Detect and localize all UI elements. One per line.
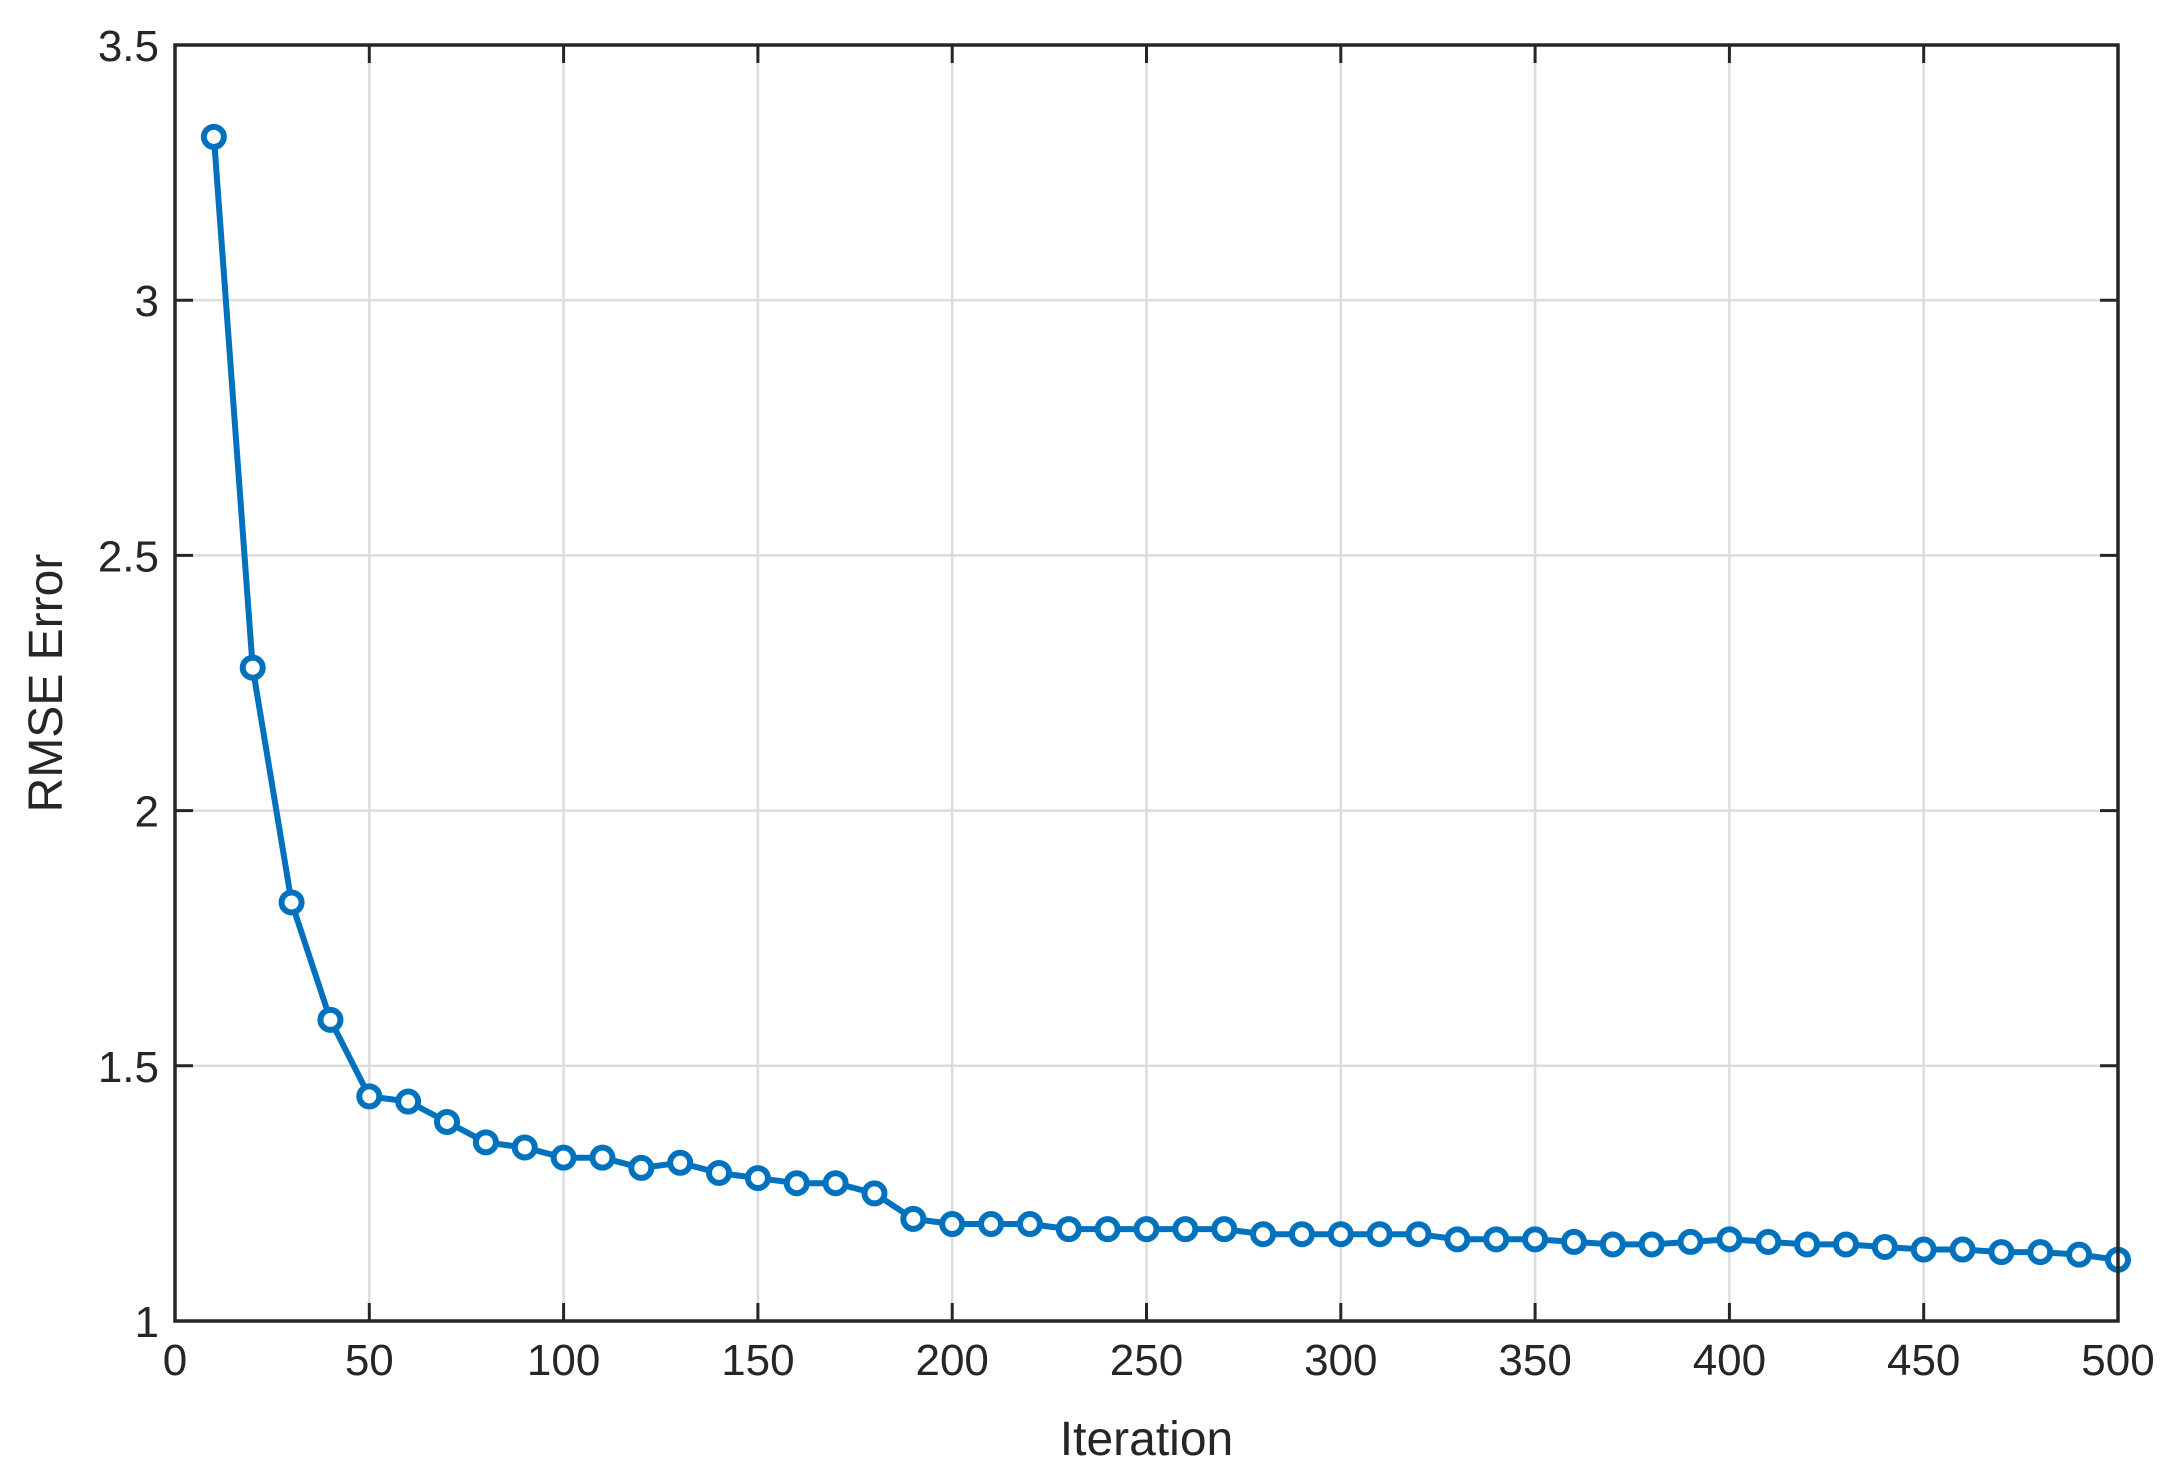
data-point — [667, 1149, 694, 1176]
data-point — [1172, 1216, 1199, 1243]
data-point — [978, 1211, 1005, 1238]
data-point — [783, 1170, 810, 1197]
data-point — [1094, 1216, 1121, 1243]
data-point — [900, 1205, 927, 1232]
data-point — [1677, 1228, 1704, 1255]
data-point — [1794, 1231, 1821, 1258]
y-tick-label: 2 — [135, 788, 159, 837]
data-point — [511, 1134, 538, 1161]
y-axis-label: RMSE Error — [20, 554, 73, 813]
grid-lines — [175, 45, 2118, 1321]
y-tick-label: 3.5 — [98, 22, 159, 71]
x-tick-label: 200 — [915, 1336, 988, 1385]
x-tick-label: 150 — [721, 1336, 794, 1385]
data-point — [1016, 1211, 1043, 1238]
data-point — [1560, 1228, 1587, 1255]
data-point — [1288, 1221, 1315, 1248]
data-point — [395, 1088, 422, 1115]
y-tick-label: 2.5 — [98, 532, 159, 581]
x-tick-label: 400 — [1693, 1336, 1766, 1385]
x-tick-label: 0 — [163, 1336, 187, 1385]
axes-frame — [173, 43, 2120, 1323]
data-point — [472, 1129, 499, 1156]
data-point — [1988, 1239, 2015, 1266]
data-point — [939, 1211, 966, 1238]
x-tick-label: 450 — [1887, 1336, 1960, 1385]
data-point — [628, 1154, 655, 1181]
data-point — [1871, 1233, 1898, 1260]
y-tick-label: 3 — [135, 277, 159, 326]
data-point — [706, 1159, 733, 1186]
data-point — [2066, 1241, 2093, 1268]
data-point — [1599, 1231, 1626, 1258]
y-tick-label: 1.5 — [98, 1043, 159, 1092]
x-tick-label: 50 — [345, 1336, 394, 1385]
data-point — [1133, 1216, 1160, 1243]
y-tick-label: 1 — [135, 1298, 159, 1347]
data-point — [1638, 1231, 1665, 1258]
data-point — [1366, 1221, 1393, 1248]
data-point — [744, 1165, 771, 1192]
data-point — [589, 1144, 616, 1171]
data-point — [1949, 1236, 1976, 1263]
data-point — [1483, 1226, 1510, 1253]
data-point — [1211, 1216, 1238, 1243]
data-point — [1755, 1228, 1782, 1255]
data-point — [822, 1170, 849, 1197]
data-point — [861, 1180, 888, 1207]
data-point — [2027, 1239, 2054, 1266]
data-point — [239, 654, 266, 681]
data-point — [1250, 1221, 1277, 1248]
axes-box — [173, 43, 2120, 1323]
data-point — [1055, 1216, 1082, 1243]
data-point — [356, 1083, 383, 1110]
x-tick-label: 100 — [527, 1336, 600, 1385]
data-point — [200, 123, 227, 150]
data-point — [1910, 1236, 1937, 1263]
data-point — [1832, 1231, 1859, 1258]
x-axis-label: Iteration — [1060, 1413, 1233, 1466]
x-tick-label: 250 — [1110, 1336, 1183, 1385]
data-point — [1327, 1221, 1354, 1248]
x-tick-label: 350 — [1498, 1336, 1571, 1385]
x-tick-label: 300 — [1304, 1336, 1377, 1385]
data-point — [317, 1006, 344, 1033]
data-point — [1444, 1226, 1471, 1253]
tick-labels: 0 50 100 150 200 250 300 350 400 450 500 1 1.5 2 2.5 3 3… — [98, 22, 2155, 1385]
data-point — [1405, 1221, 1432, 1248]
x-tick-label: 500 — [2081, 1336, 2154, 1385]
data-point — [1716, 1226, 1743, 1253]
data-point — [434, 1108, 461, 1135]
data-series — [200, 123, 2131, 1273]
data-point — [1522, 1226, 1549, 1253]
data-point — [550, 1144, 577, 1171]
data-point — [278, 889, 305, 916]
